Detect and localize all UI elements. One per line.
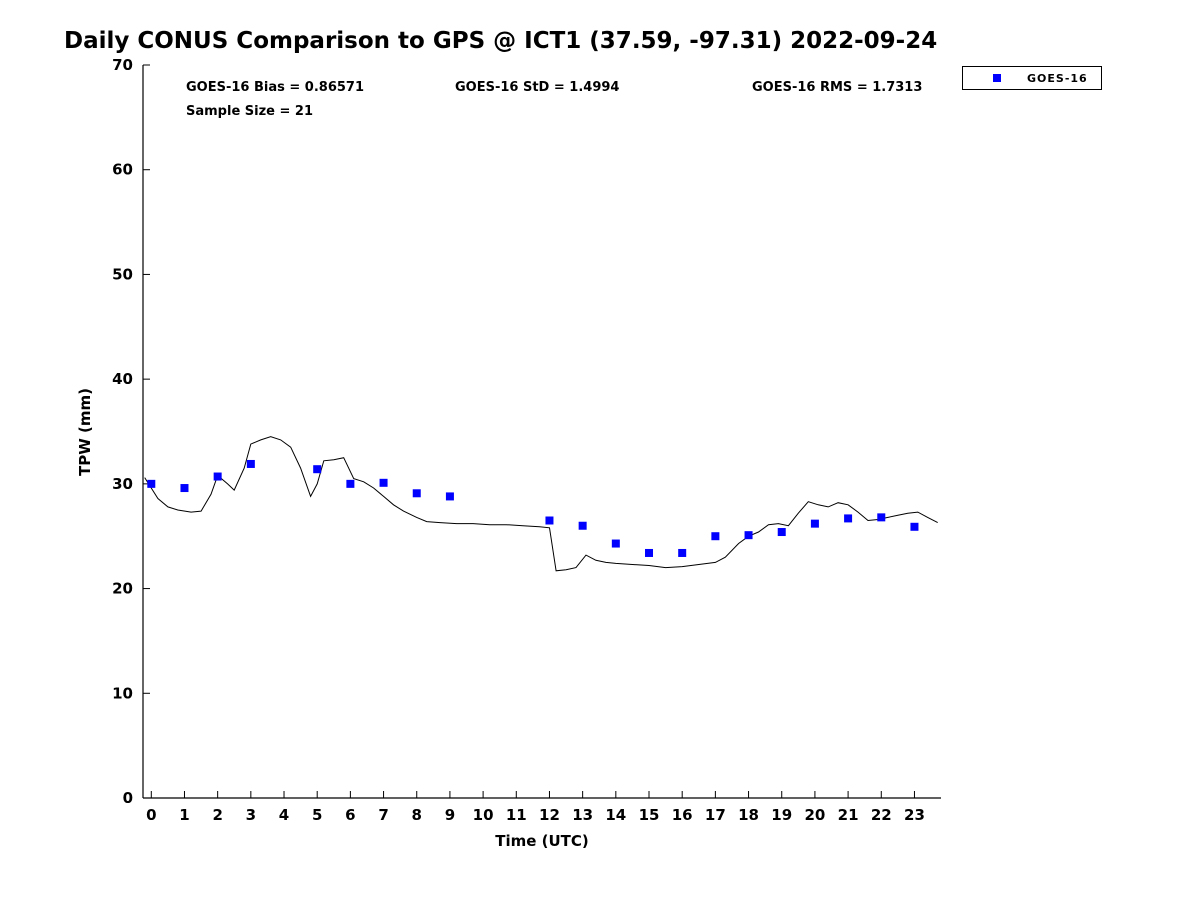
goes16-marker bbox=[744, 531, 753, 540]
goes16-marker bbox=[578, 521, 587, 530]
x-tick-label: 12 bbox=[539, 806, 560, 824]
x-tick-label: 13 bbox=[572, 806, 593, 824]
x-tick-label: 21 bbox=[838, 806, 859, 824]
y-tick-label: 60 bbox=[112, 161, 133, 179]
goes16-marker bbox=[844, 514, 853, 523]
x-tick-label: 20 bbox=[804, 806, 825, 824]
y-axis-label: TPW (mm) bbox=[76, 388, 94, 476]
x-tick-label: 16 bbox=[672, 806, 693, 824]
goes16-marker bbox=[313, 465, 322, 474]
x-tick-label: 7 bbox=[378, 806, 388, 824]
legend-label-goes16: GOES-16 bbox=[1027, 71, 1088, 85]
goes16-marker bbox=[379, 478, 388, 487]
goes16-marker bbox=[645, 548, 654, 557]
legend: GOES-16 bbox=[962, 66, 1102, 90]
chart-title: Daily CONUS Comparison to GPS @ ICT1 (37… bbox=[64, 28, 938, 54]
goes16-marker bbox=[445, 492, 454, 501]
goes16-marker bbox=[877, 513, 886, 522]
gps-line bbox=[144, 436, 938, 572]
goes16-marker bbox=[180, 484, 189, 493]
y-tick-label: 30 bbox=[112, 475, 133, 493]
x-tick-label: 19 bbox=[771, 806, 792, 824]
x-tick-label: 3 bbox=[246, 806, 256, 824]
annotation-rms: GOES-16 RMS = 1.7313 bbox=[752, 80, 923, 95]
x-tick-label: 18 bbox=[738, 806, 759, 824]
y-tick-label: 10 bbox=[112, 684, 133, 702]
y-tick-label: 70 bbox=[112, 56, 133, 74]
goes16-marker bbox=[910, 522, 919, 531]
goes16-square-marker-icon bbox=[993, 74, 1001, 82]
x-tick-label: 2 bbox=[212, 806, 222, 824]
x-tick-label: 1 bbox=[179, 806, 189, 824]
x-tick-label: 5 bbox=[312, 806, 322, 824]
annotation-std: GOES-16 StD = 1.4994 bbox=[455, 80, 620, 95]
x-tick-label: 15 bbox=[639, 806, 660, 824]
x-tick-label: 14 bbox=[605, 806, 626, 824]
goes16-marker bbox=[545, 516, 554, 525]
goes16-marker bbox=[412, 489, 421, 498]
goes16-marker bbox=[246, 459, 255, 468]
x-axis-label: Time (UTC) bbox=[495, 832, 589, 850]
x-tick-label: 11 bbox=[506, 806, 527, 824]
x-tick-label: 10 bbox=[473, 806, 494, 824]
x-tick-label: 9 bbox=[445, 806, 455, 824]
x-tick-label: 8 bbox=[412, 806, 422, 824]
goes16-marker bbox=[777, 528, 786, 537]
y-tick-label: 40 bbox=[112, 370, 133, 388]
x-tick-label: 22 bbox=[871, 806, 892, 824]
x-tick-label: 4 bbox=[279, 806, 289, 824]
annotation-sample-size: Sample Size = 21 bbox=[186, 104, 314, 119]
goes16-marker bbox=[147, 479, 156, 488]
annotation-bias: GOES-16 Bias = 0.86571 bbox=[186, 80, 365, 95]
x-tick-label: 0 bbox=[146, 806, 156, 824]
goes16-marker bbox=[678, 548, 687, 557]
goes16-marker bbox=[711, 532, 720, 541]
goes16-marker bbox=[213, 472, 222, 481]
y-tick-label: 50 bbox=[112, 265, 133, 283]
goes16-marker bbox=[346, 479, 355, 488]
goes16-marker bbox=[611, 539, 620, 548]
x-tick-label: 6 bbox=[345, 806, 355, 824]
x-tick-label: 17 bbox=[705, 806, 726, 824]
y-tick-label: 0 bbox=[123, 789, 133, 807]
x-tick-label: 23 bbox=[904, 806, 925, 824]
goes16-marker bbox=[810, 519, 819, 528]
y-tick-label: 20 bbox=[112, 580, 133, 598]
